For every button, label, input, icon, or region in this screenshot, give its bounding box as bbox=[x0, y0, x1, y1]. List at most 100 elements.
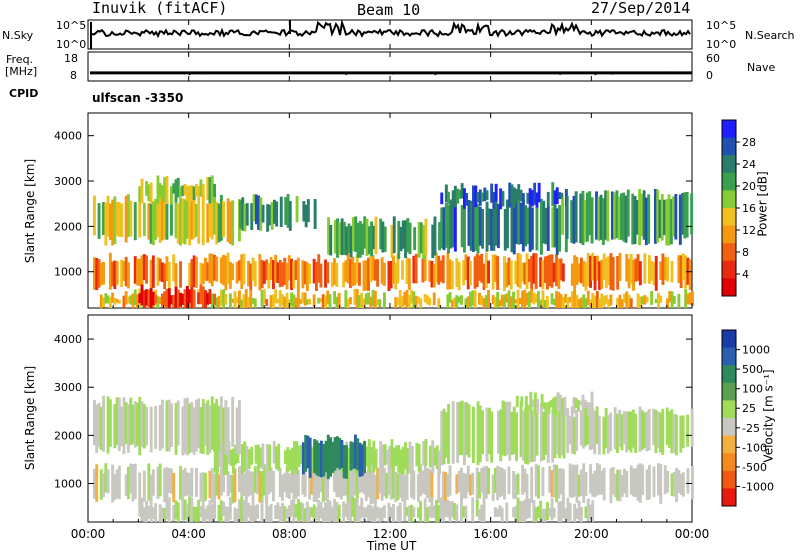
power-cell bbox=[467, 200, 471, 246]
velocity-cell bbox=[167, 497, 171, 522]
velocity-cell bbox=[611, 467, 615, 495]
velocity-cell bbox=[487, 467, 490, 495]
velocity-cell bbox=[598, 464, 601, 495]
power-cell bbox=[528, 200, 532, 252]
velocity-cell bbox=[294, 468, 298, 499]
velocity-cell bbox=[294, 504, 298, 518]
power-cell bbox=[503, 256, 506, 291]
power-cell bbox=[215, 256, 219, 282]
power-cell bbox=[290, 292, 293, 307]
power-cell bbox=[543, 300, 547, 308]
velocity-cell bbox=[313, 439, 317, 474]
velocity-cell bbox=[616, 413, 619, 453]
power-cell bbox=[474, 185, 478, 207]
power-cell bbox=[324, 295, 327, 308]
power-cell bbox=[174, 263, 178, 288]
velocity-cell bbox=[353, 498, 357, 522]
velocity-cell bbox=[149, 474, 153, 502]
power-cell bbox=[604, 190, 608, 240]
velocity-cell bbox=[631, 409, 635, 448]
power-cell bbox=[690, 193, 694, 235]
velocity-cell bbox=[310, 469, 314, 495]
velocity-cell bbox=[523, 468, 527, 493]
velocity-cell bbox=[269, 467, 273, 493]
velocity-cell bbox=[448, 465, 452, 496]
velocity-cell bbox=[498, 505, 502, 517]
velocity-cell bbox=[188, 472, 192, 499]
velocity-cell bbox=[521, 501, 524, 522]
power-cell bbox=[530, 207, 534, 250]
velocity-cell bbox=[570, 406, 574, 454]
velocity-cell bbox=[562, 409, 566, 459]
power-cell bbox=[652, 262, 656, 286]
velocity-cell bbox=[115, 397, 119, 445]
velocity-cell bbox=[233, 468, 237, 503]
power-cell bbox=[167, 288, 171, 308]
power-cell bbox=[663, 257, 667, 280]
power-cell bbox=[115, 261, 119, 285]
power-cell bbox=[213, 254, 216, 281]
power-cell bbox=[383, 292, 386, 308]
power-cell bbox=[441, 255, 445, 284]
velocity-cell bbox=[333, 498, 336, 522]
power-cell bbox=[476, 192, 480, 203]
velocity-cell bbox=[668, 411, 671, 448]
velocity-cell bbox=[113, 404, 117, 449]
power-cell bbox=[503, 209, 507, 251]
power-cell bbox=[656, 189, 660, 243]
velocity-cell bbox=[185, 472, 189, 496]
velocity-cell bbox=[532, 500, 536, 522]
power-cell bbox=[401, 296, 404, 308]
power-cell bbox=[104, 202, 108, 246]
power-cell bbox=[558, 205, 561, 252]
velocity-cell bbox=[524, 407, 527, 464]
power-cell bbox=[647, 194, 651, 244]
power-cell bbox=[156, 198, 160, 237]
power-cell bbox=[505, 293, 509, 303]
power-cell bbox=[463, 207, 466, 253]
power-cell bbox=[142, 254, 146, 281]
power-cell bbox=[97, 259, 101, 288]
power-cell bbox=[253, 298, 257, 308]
power-cell bbox=[412, 291, 416, 308]
power-cell bbox=[190, 286, 194, 308]
power-cell bbox=[241, 197, 245, 231]
velocity-cell bbox=[560, 408, 564, 456]
power-cell bbox=[257, 195, 260, 230]
power-cell bbox=[176, 177, 180, 198]
power-cell bbox=[474, 203, 478, 251]
power-cell bbox=[499, 188, 503, 210]
power-cell bbox=[192, 289, 196, 308]
velocity-cell bbox=[518, 500, 522, 522]
power-cell bbox=[117, 202, 121, 237]
power-cell bbox=[498, 299, 502, 307]
power-cell bbox=[245, 203, 249, 226]
velocity-cell bbox=[548, 466, 552, 493]
velocity-cell bbox=[242, 500, 246, 522]
velocity-cell bbox=[625, 411, 628, 453]
velocity-cell bbox=[500, 467, 504, 496]
power-cell bbox=[444, 202, 448, 248]
power-cell bbox=[156, 257, 160, 286]
power-cell bbox=[654, 255, 658, 291]
power-cell bbox=[473, 290, 477, 308]
power-cell bbox=[268, 204, 272, 226]
velocity-cell bbox=[170, 403, 173, 447]
power-cell bbox=[380, 257, 384, 285]
velocity-cell bbox=[534, 507, 538, 522]
velocity-cell bbox=[634, 468, 638, 498]
power-cell bbox=[577, 298, 581, 308]
velocity-cell bbox=[287, 505, 291, 522]
velocity-cell bbox=[480, 504, 484, 522]
power-cell bbox=[161, 193, 164, 241]
power-cell bbox=[188, 262, 192, 287]
velocity-cell bbox=[618, 469, 622, 502]
power-cell bbox=[521, 193, 525, 205]
velocity-cell bbox=[450, 501, 454, 518]
velocity-cell bbox=[466, 465, 470, 493]
velocity-cell bbox=[378, 508, 382, 522]
velocity-cell bbox=[440, 410, 444, 466]
power-cell bbox=[312, 294, 316, 308]
power-cell bbox=[188, 289, 192, 304]
velocity-cell bbox=[395, 445, 398, 466]
